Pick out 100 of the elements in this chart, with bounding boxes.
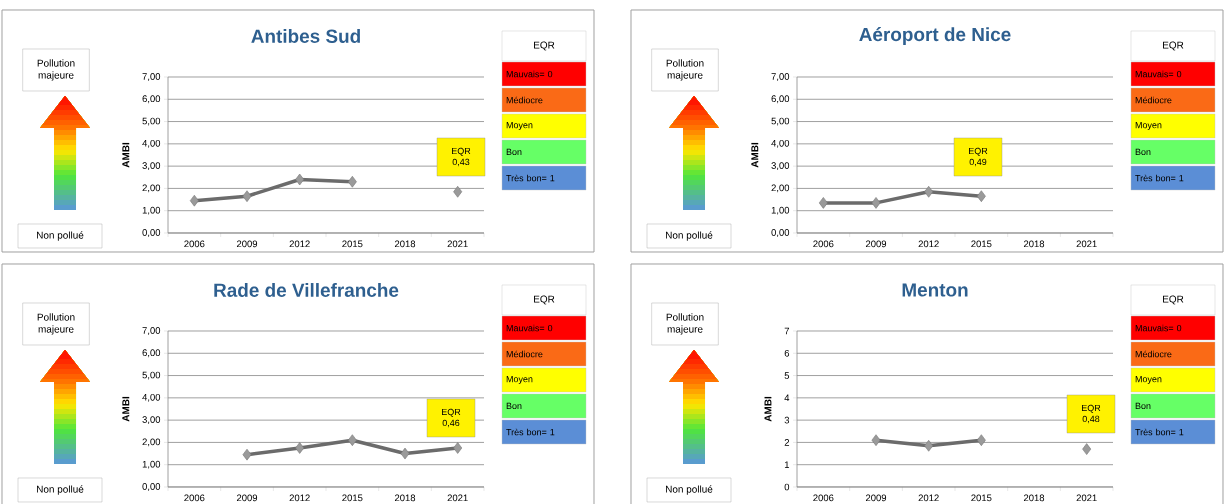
x-tick-label: 2012 bbox=[289, 494, 310, 502]
x-tick-label: 2006 bbox=[813, 240, 834, 248]
point bbox=[871, 434, 881, 446]
point bbox=[976, 434, 986, 446]
y-tick-label: 6,00 bbox=[771, 95, 790, 104]
y-axis-title: AMBI bbox=[764, 396, 772, 422]
x-tick-label: 2018 bbox=[394, 240, 416, 248]
point bbox=[189, 194, 199, 207]
y-tick-label: 6 bbox=[784, 349, 790, 357]
text: Très bon= 1 bbox=[1135, 174, 1184, 182]
x-tick-label: 2009 bbox=[236, 494, 258, 502]
text: Très bon= 1 bbox=[506, 174, 555, 182]
text: EQR bbox=[1163, 295, 1184, 305]
y-tick-label: 4 bbox=[784, 394, 790, 402]
text: Pollution majeure bbox=[37, 313, 75, 335]
y-tick-label: 5,00 bbox=[142, 117, 161, 126]
point bbox=[347, 434, 357, 446]
x-tick-label: 2012 bbox=[918, 494, 939, 502]
x-tick-label: 2015 bbox=[342, 240, 363, 248]
y-tick-label: 0,00 bbox=[771, 229, 790, 237]
y-tick-label: 0,00 bbox=[142, 229, 161, 237]
x-tick-label: 2006 bbox=[184, 240, 205, 248]
point bbox=[976, 190, 986, 203]
annotation: EQR 0,49 bbox=[969, 147, 988, 167]
text: Non pollué bbox=[37, 485, 84, 495]
x-tick-label: 2021 bbox=[1076, 494, 1097, 502]
y-tick-label: 5,00 bbox=[771, 117, 790, 126]
chart-title: Aéroport de Nice bbox=[859, 27, 1011, 45]
x-tick-label: 2021 bbox=[447, 494, 468, 502]
y-tick-label: 3,00 bbox=[142, 162, 161, 171]
text: Pollution majeure bbox=[666, 313, 704, 335]
y-tick-label: 4,00 bbox=[771, 139, 790, 148]
text: Non pollué bbox=[666, 231, 713, 241]
text: Très bon= 1 bbox=[1135, 428, 1184, 436]
point bbox=[871, 197, 881, 209]
x-tick-label: 2015 bbox=[971, 494, 992, 502]
chart-title: Menton bbox=[902, 283, 968, 297]
x-tick-label: 2006 bbox=[813, 494, 834, 502]
text: Médiocre bbox=[506, 96, 543, 104]
y-tick-label: 5 bbox=[784, 372, 790, 379]
point bbox=[818, 197, 828, 209]
y-tick-label: 2 bbox=[784, 439, 790, 446]
point bbox=[242, 448, 252, 461]
text: Moyen bbox=[506, 121, 533, 130]
point bbox=[347, 175, 357, 188]
y-tick-label: 7,00 bbox=[142, 327, 161, 335]
point bbox=[242, 190, 252, 203]
text: Pollution majeure bbox=[37, 59, 75, 81]
y-tick-label: 3 bbox=[784, 416, 790, 424]
y-axis-title: AMBI bbox=[122, 142, 130, 168]
point bbox=[924, 439, 934, 452]
y-tick-label: 0,00 bbox=[142, 483, 161, 491]
y-tick-label: 1,00 bbox=[771, 206, 790, 215]
y-tick-label: 1,00 bbox=[142, 460, 161, 469]
annotation: EQR 0,46 bbox=[442, 408, 461, 428]
x-tick-label: 2009 bbox=[865, 240, 887, 248]
annotation: EQR 0,48 bbox=[1082, 404, 1101, 424]
text: Très bon= 1 bbox=[506, 428, 555, 436]
text: EQR bbox=[1163, 41, 1184, 51]
y-tick-label: 7,00 bbox=[771, 73, 790, 81]
y-tick-label: 4,00 bbox=[142, 393, 161, 402]
text: Médiocre bbox=[1135, 350, 1172, 358]
x-tick-label: 2009 bbox=[236, 240, 258, 248]
y-tick-label: 2,00 bbox=[771, 184, 790, 193]
x-tick-label: 2015 bbox=[342, 494, 363, 502]
text: Médiocre bbox=[1135, 96, 1172, 104]
point bbox=[295, 173, 305, 186]
text: Moyen bbox=[1135, 375, 1162, 384]
x-tick-label: 2018 bbox=[394, 494, 416, 502]
y-tick-label: 1,00 bbox=[142, 206, 161, 215]
x-tick-label: 2006 bbox=[184, 494, 205, 502]
x-tick-label: 2012 bbox=[918, 240, 939, 248]
chart-title: Rade de Villefranche bbox=[214, 283, 399, 297]
text: Bon bbox=[506, 148, 522, 156]
text: EQR bbox=[534, 41, 555, 51]
text: Moyen bbox=[506, 375, 533, 384]
chart-title: Antibes Sud bbox=[251, 29, 360, 43]
text: Bon bbox=[1135, 402, 1151, 410]
y-tick-label: 1 bbox=[784, 461, 790, 468]
x-tick-label: 2012 bbox=[289, 240, 310, 248]
point bbox=[924, 185, 934, 198]
text: Mauvais= 0 bbox=[506, 70, 553, 78]
x-tick-label: 2015 bbox=[971, 240, 992, 248]
point bbox=[295, 442, 305, 454]
text: Mauvais= 0 bbox=[1135, 70, 1182, 78]
point bbox=[453, 442, 463, 454]
point bbox=[400, 447, 410, 460]
y-axis-title: AMBI bbox=[122, 396, 130, 422]
y-tick-label: 2,00 bbox=[142, 438, 161, 447]
x-tick-label: 2021 bbox=[447, 240, 468, 248]
y-tick-label: 7 bbox=[784, 327, 790, 335]
text: Bon bbox=[1135, 148, 1151, 156]
text: Moyen bbox=[1135, 121, 1162, 130]
text: Non pollué bbox=[666, 485, 713, 495]
x-tick-label: 2009 bbox=[865, 494, 887, 502]
y-tick-label: 3,00 bbox=[142, 416, 161, 425]
x-tick-label: 2018 bbox=[1023, 494, 1045, 502]
y-tick-label: 5,00 bbox=[142, 371, 161, 380]
point bbox=[1082, 443, 1092, 455]
text: Médiocre bbox=[506, 350, 543, 358]
